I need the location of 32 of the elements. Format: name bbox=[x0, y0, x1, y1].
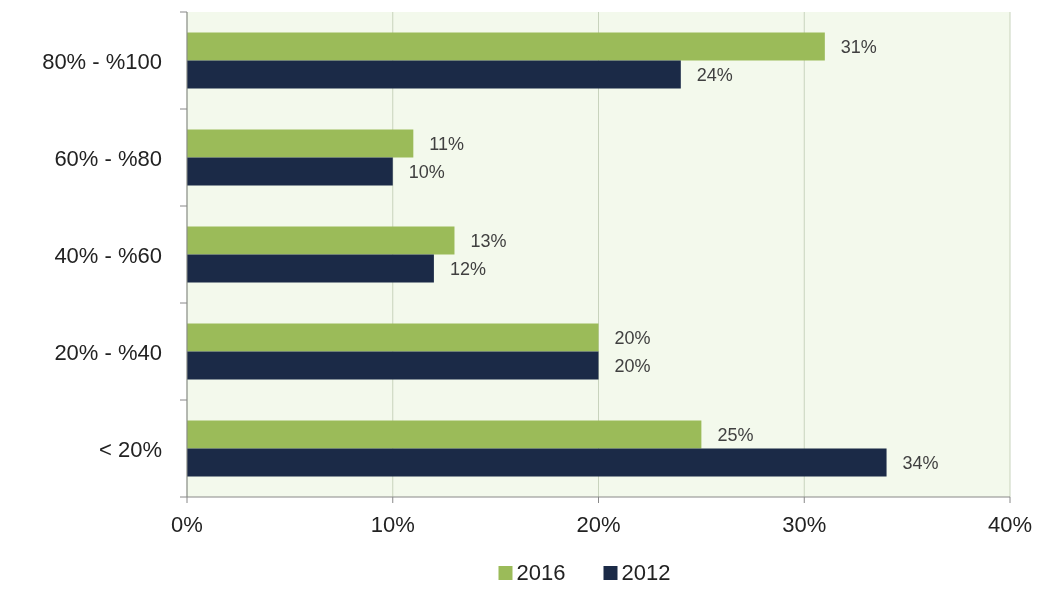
data-label: 11% bbox=[429, 133, 465, 154]
y-tick-label: 60% - %80 bbox=[54, 145, 162, 171]
data-label: 13% bbox=[470, 230, 507, 251]
x-tick-label: 30% bbox=[782, 512, 827, 537]
x-tick-label: 10% bbox=[370, 512, 415, 537]
data-label: 25% bbox=[717, 424, 754, 445]
data-label: 12% bbox=[449, 258, 486, 279]
data-label: 31% bbox=[840, 36, 877, 57]
data-label: 34% bbox=[902, 452, 939, 473]
data-label: 24% bbox=[696, 64, 733, 85]
data-label: 20% bbox=[614, 355, 651, 376]
bar bbox=[187, 448, 887, 477]
legend-label: 2012 bbox=[621, 560, 671, 585]
bar bbox=[187, 32, 825, 61]
bar bbox=[187, 351, 599, 380]
y-tick-label: < 20% bbox=[99, 436, 162, 462]
bar bbox=[187, 323, 599, 352]
x-tick-label: 20% bbox=[576, 512, 621, 537]
x-tick-label: 0% bbox=[171, 512, 203, 537]
x-tick-label: 40% bbox=[987, 512, 1033, 537]
legend-label: 2016 bbox=[516, 560, 566, 585]
bar bbox=[187, 226, 455, 255]
data-label: 20% bbox=[614, 327, 651, 348]
bar bbox=[187, 157, 393, 186]
bar bbox=[187, 129, 414, 158]
bar bbox=[187, 60, 681, 89]
y-tick-label: 20% - %40 bbox=[54, 339, 162, 365]
data-label: 10% bbox=[408, 161, 445, 182]
bar bbox=[187, 420, 702, 449]
y-tick-label: 80% - %100 bbox=[42, 48, 162, 74]
y-tick-label: 40% - %60 bbox=[54, 242, 162, 268]
bar bbox=[187, 254, 434, 283]
